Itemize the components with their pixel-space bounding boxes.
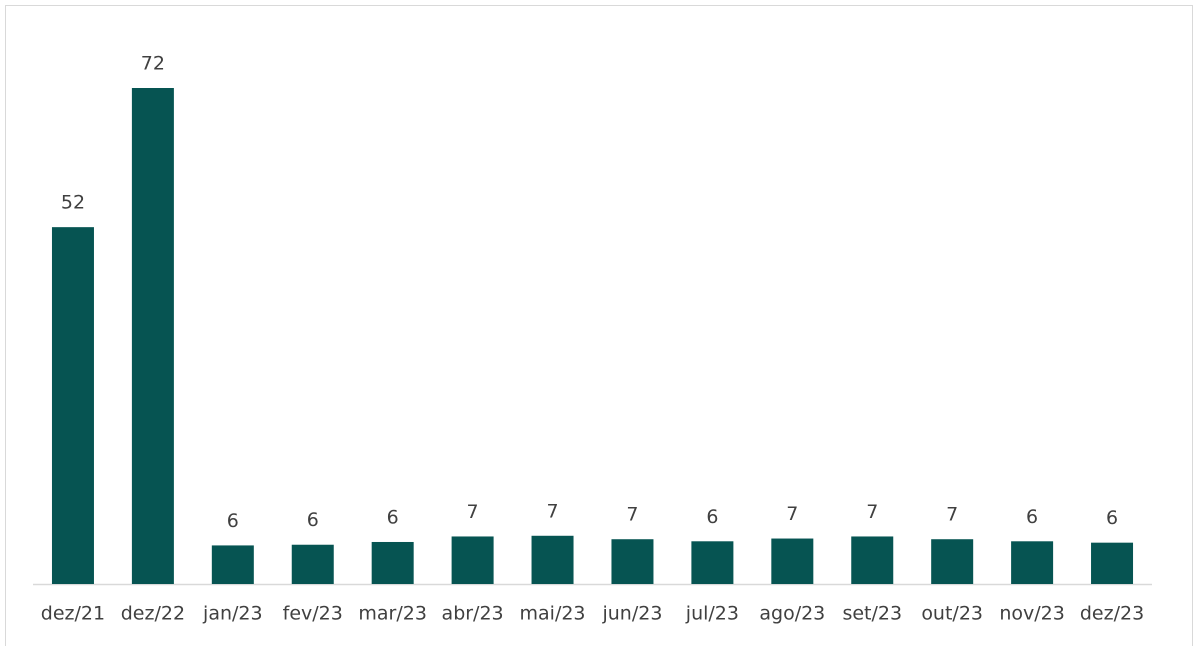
data-label: 7: [946, 504, 958, 526]
x-tick-label: mai/23: [520, 603, 586, 625]
x-tick-label: jul/23: [685, 603, 739, 625]
x-tick-label: set/23: [842, 603, 902, 625]
x-tick-label: nov/23: [999, 603, 1065, 625]
data-label: 6: [706, 506, 718, 528]
bar: [1091, 542, 1134, 584]
x-tick-label: jun/23: [601, 603, 662, 625]
data-label: 6: [1026, 506, 1038, 528]
chart-border: [5, 5, 1193, 646]
data-label: 6: [387, 506, 399, 528]
bar: [211, 545, 254, 584]
bar: [691, 541, 734, 584]
x-tick-label: out/23: [921, 603, 983, 625]
data-label: 7: [467, 501, 479, 523]
x-tick-label: dez/23: [1080, 603, 1144, 625]
bar: [1011, 541, 1054, 584]
data-label: 6: [1106, 507, 1118, 529]
bar: [771, 538, 814, 584]
data-label: 7: [866, 501, 878, 523]
x-tick-label: dez/21: [41, 603, 105, 625]
bar: [531, 535, 574, 584]
bar: [931, 539, 974, 584]
x-tick-label: fev/23: [283, 603, 343, 625]
x-tick-label: jan/23: [202, 603, 263, 625]
data-label: 7: [786, 503, 798, 525]
data-label: 6: [227, 510, 239, 532]
bar: [131, 88, 174, 584]
x-tick-label: mar/23: [358, 603, 427, 625]
bar: [451, 536, 494, 584]
x-tick-label: dez/22: [121, 603, 185, 625]
data-label: 52: [61, 192, 85, 214]
bar: [611, 539, 654, 584]
data-label: 6: [307, 509, 319, 531]
data-label: 72: [141, 53, 165, 75]
bar: [371, 541, 414, 584]
x-tick-label: ago/23: [759, 603, 825, 625]
x-tick-label: abr/23: [442, 603, 504, 625]
bar: [51, 227, 94, 584]
bar: [851, 536, 894, 584]
data-label: 7: [546, 500, 558, 522]
data-label: 7: [626, 504, 638, 526]
bar: [291, 544, 334, 584]
